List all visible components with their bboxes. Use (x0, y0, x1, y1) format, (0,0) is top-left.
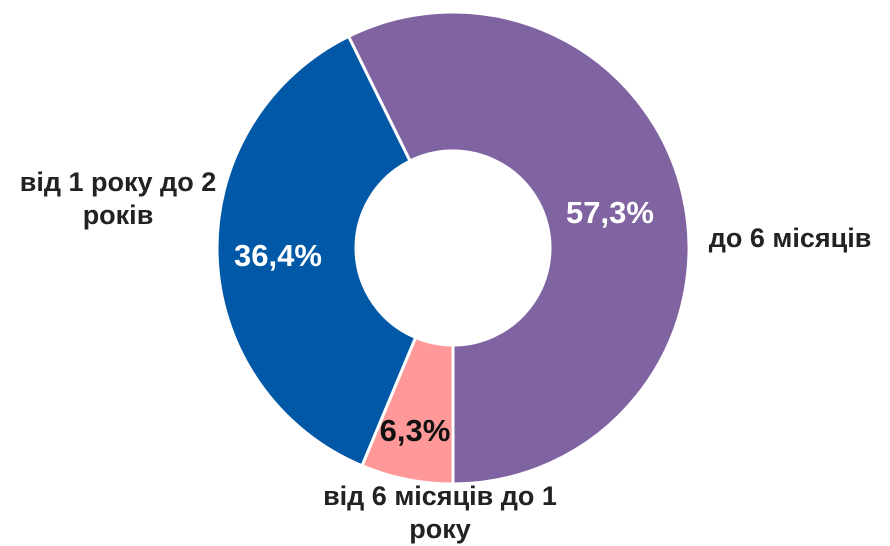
value-label: 57,3% (566, 195, 654, 230)
value-label: 36,4% (234, 238, 322, 273)
category-label: від 6 місяців до 1 року (323, 481, 557, 544)
category-label: від 1 року до 2 років (19, 167, 217, 230)
value-label: 6,3% (380, 413, 451, 448)
category-label: до 6 місяців (708, 223, 872, 253)
slice (215, 34, 418, 468)
slice (346, 10, 691, 486)
